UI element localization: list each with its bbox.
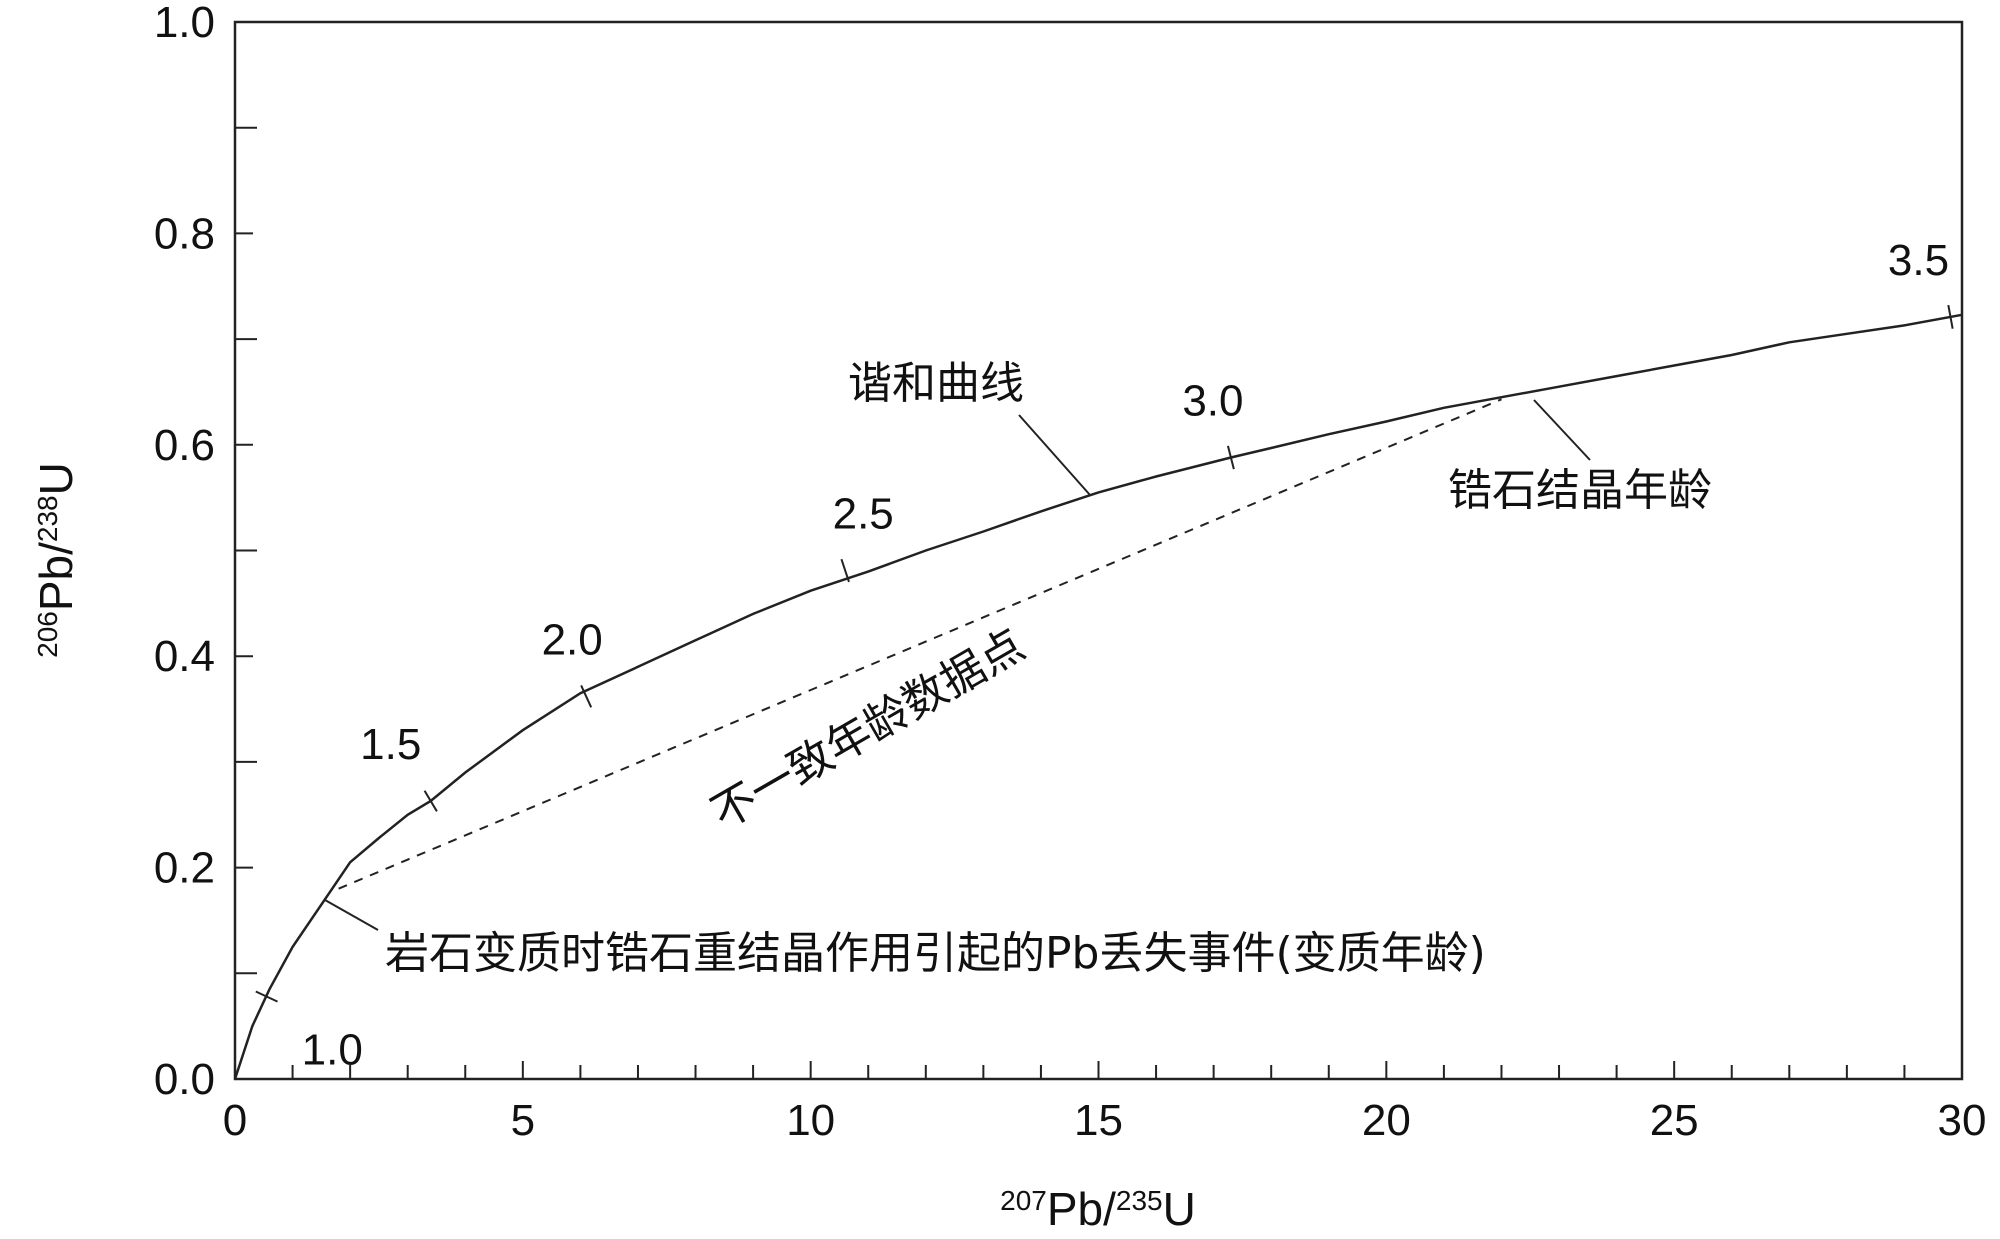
discordia-line bbox=[338, 398, 1502, 890]
annotation-discordant-points: 不一致年龄数据点 bbox=[703, 619, 1033, 839]
age-tick bbox=[840, 558, 850, 583]
y-axis: 0.0 0.2 0.4 0.6 0.8 1.0 bbox=[154, 0, 257, 1104]
x-tick-label: 20 bbox=[1362, 1096, 1411, 1145]
x-axis: 0 5 10 15 20 25 30 bbox=[223, 1061, 1987, 1145]
crystallization-leader-line bbox=[1533, 399, 1591, 461]
x-tick-label: 0 bbox=[223, 1096, 247, 1145]
age-tick bbox=[1226, 445, 1235, 470]
age-label: 3.5 bbox=[1888, 236, 1949, 285]
x-tick-label: 15 bbox=[1074, 1096, 1123, 1145]
x-tick-label: 25 bbox=[1650, 1096, 1699, 1145]
age-label: 1.0 bbox=[302, 1026, 363, 1075]
x-title-sup2: 235 bbox=[1116, 1185, 1163, 1216]
y-tick-label: 0.0 bbox=[154, 1055, 215, 1104]
y-title-sup1: 206 bbox=[32, 611, 63, 658]
age-tick bbox=[255, 990, 278, 1003]
y-title-sup2: 238 bbox=[32, 495, 63, 542]
x-title-sup1: 207 bbox=[1000, 1185, 1047, 1216]
x-axis-title: 207Pb/235U bbox=[1000, 1183, 1196, 1235]
annotation-concordia: 谐和曲线 bbox=[848, 358, 1024, 409]
x-title-base1: Pb/ bbox=[1047, 1183, 1116, 1235]
y-tick-label: 1.0 bbox=[154, 0, 215, 47]
age-label: 3.0 bbox=[1182, 376, 1243, 425]
pbloss-leader-line bbox=[324, 899, 379, 931]
x-tick-label: 10 bbox=[786, 1096, 835, 1145]
annotation-pb-loss-event: 岩石变质时锆石重结晶作用引起的Pb丢失事件(变质年龄) bbox=[385, 928, 1486, 979]
x-title-base2: U bbox=[1163, 1183, 1196, 1235]
y-tick-label: 0.6 bbox=[154, 421, 215, 470]
y-title-base2: U bbox=[30, 462, 82, 495]
x-tick-label: 30 bbox=[1938, 1096, 1987, 1145]
y-tick-label: 0.4 bbox=[154, 632, 215, 681]
age-tick bbox=[423, 790, 438, 812]
age-marks: 1.0 1.5 2.0 2.5 3.0 3.5 bbox=[255, 236, 1954, 1075]
age-label: 1.5 bbox=[360, 720, 421, 769]
age-tick bbox=[1947, 304, 1954, 329]
age-label: 2.5 bbox=[833, 490, 894, 539]
x-tick-label: 5 bbox=[511, 1096, 535, 1145]
y-title-base1: Pb/ bbox=[30, 542, 82, 611]
concordia-leader-line bbox=[1018, 414, 1091, 496]
annotation-crystallization-age: 锆石结晶年龄 bbox=[1448, 465, 1712, 516]
y-tick-label: 0.2 bbox=[154, 844, 215, 893]
concordia-curve bbox=[233, 313, 1963, 1080]
plot-frame bbox=[233, 20, 1964, 1081]
y-tick-label: 0.8 bbox=[154, 209, 215, 258]
age-tick bbox=[580, 685, 593, 708]
age-label: 2.0 bbox=[542, 615, 603, 664]
y-axis-title: 206Pb/238U bbox=[30, 462, 82, 658]
series-layer bbox=[233, 313, 1963, 1080]
